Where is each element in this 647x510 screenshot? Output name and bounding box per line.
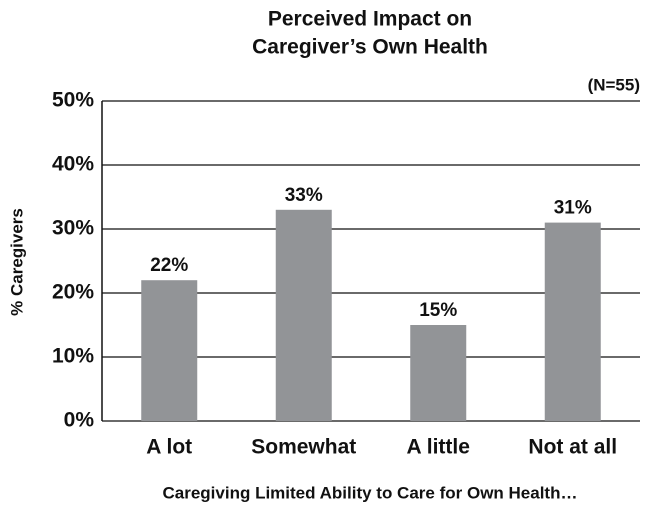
y-axis-label: % Caregivers xyxy=(7,208,26,316)
y-tick-label: 20% xyxy=(52,281,94,304)
bar xyxy=(410,325,467,421)
chart-title: Perceived Impact on xyxy=(268,8,472,31)
x-tick-label: A little xyxy=(407,436,470,459)
x-tick-label: Not at all xyxy=(528,436,617,459)
chart-title: Caregiver’s Own Health xyxy=(252,36,488,59)
bar xyxy=(544,222,601,421)
bar xyxy=(141,280,198,421)
y-tick-label: 10% xyxy=(52,345,94,368)
x-tick-label: Somewhat xyxy=(251,436,356,459)
y-tick-label: 50% xyxy=(52,89,94,112)
y-tick-label: 0% xyxy=(64,409,95,432)
annotation: (N=55) xyxy=(588,75,640,94)
value-label: 33% xyxy=(285,185,323,206)
value-label: 15% xyxy=(419,300,457,321)
x-axis-label: Caregiving Limited Ability to Care for O… xyxy=(163,483,578,502)
x-tick-label: A lot xyxy=(146,436,192,459)
value-label: 22% xyxy=(150,255,188,276)
value-label: 31% xyxy=(554,198,592,219)
y-tick-label: 40% xyxy=(52,153,94,176)
bar xyxy=(275,209,332,421)
y-tick-label: 30% xyxy=(52,217,94,240)
